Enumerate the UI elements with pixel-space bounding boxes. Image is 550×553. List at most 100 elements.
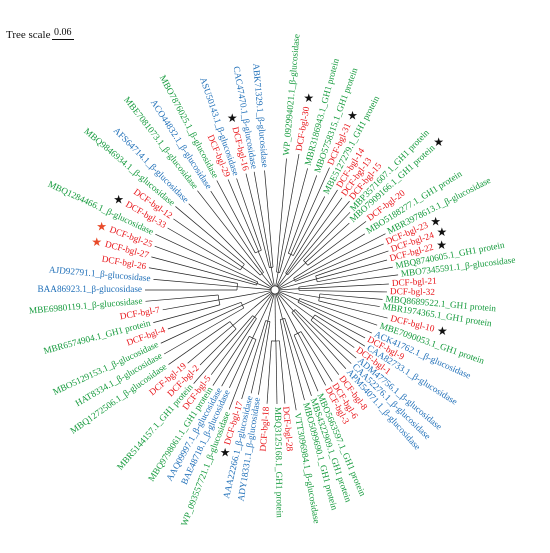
- leaf-stars: ★★★★★★★★★★★★: [91, 91, 447, 460]
- leaf-branch: [307, 221, 367, 266]
- leaf-branch: [168, 321, 231, 365]
- clade-spoke: [278, 292, 314, 318]
- star-red-icon: ★: [91, 235, 102, 249]
- leaf-branch: [193, 315, 253, 384]
- leaf-branch: [241, 320, 266, 400]
- leaf-branch: [293, 334, 319, 392]
- clade-spoke: [218, 290, 272, 301]
- star-black-icon: ★: [436, 238, 447, 252]
- star-black-icon: ★: [433, 135, 444, 149]
- leaf-branch: [314, 314, 366, 347]
- leaf-label: DCF-bgl-28: [281, 406, 295, 452]
- leaf-branch: [188, 203, 261, 276]
- leaf-branch: [212, 318, 257, 386]
- star-black-icon: ★: [220, 446, 231, 460]
- clade-spoke: [277, 273, 288, 287]
- leaf-branch: [199, 328, 237, 366]
- leaf-branch: [227, 179, 259, 252]
- leaf-labels: WP_092994021.1_β-glucosidaseDCF-bgl-30MB…: [29, 34, 516, 528]
- leaf-branch: [187, 325, 234, 364]
- leaf-branch: [155, 233, 258, 283]
- star-black-icon: ★: [303, 91, 314, 105]
- leaf-branch: [229, 337, 253, 389]
- leaf-branch: [293, 196, 326, 256]
- leaf-branch: [293, 233, 366, 279]
- leaf-branch: [154, 245, 258, 284]
- leaf-label: BAA86923.1_β-glucosidase: [38, 284, 142, 294]
- leaf-branch: [245, 173, 270, 268]
- leaf-branch: [299, 298, 378, 326]
- clade-spoke: [252, 293, 274, 339]
- leaf-branch: [294, 233, 386, 281]
- clade-spoke: [270, 267, 275, 287]
- leaf-label: DCF-bgl-21: [392, 276, 438, 288]
- leaf-branch: [258, 321, 271, 395]
- leaf-branch: [316, 259, 388, 280]
- leaf-branch: [300, 331, 333, 382]
- clade-spoke: [267, 293, 275, 322]
- leaf-label: MBQ3125168.1_GH1 protein: [273, 407, 285, 518]
- leaf-branch: [163, 307, 244, 355]
- root-arc: [270, 285, 280, 295]
- leaf-branch: [197, 190, 263, 274]
- clade-spoke: [276, 293, 298, 334]
- leaf-branch: [310, 319, 357, 359]
- leaf-label: DCF-bgl-32: [390, 286, 435, 297]
- leaf-branch: [279, 319, 297, 411]
- leaf-branch: [317, 266, 393, 283]
- clade-spoke: [254, 292, 273, 318]
- clade-spoke: [277, 262, 306, 288]
- leaf-branch: [284, 318, 312, 397]
- leaf-branch: [295, 243, 384, 282]
- tree-scale-value: 0.06: [54, 27, 72, 38]
- leaf-branch: [298, 290, 387, 293]
- clade-spoke: [275, 272, 279, 287]
- leaf-branch: [266, 340, 272, 404]
- tree-branches: [145, 154, 399, 411]
- leaf-branch: [297, 333, 327, 386]
- leaf-branch: [210, 190, 264, 273]
- leaf-branch: [318, 300, 388, 319]
- leaf-branch: [145, 294, 219, 302]
- clade-spoke: [278, 288, 299, 291]
- leaf-branch: [216, 180, 256, 254]
- leaf-branch: [236, 178, 262, 251]
- leaf-branch: [291, 312, 340, 375]
- star-black-icon: ★: [347, 108, 358, 122]
- leaf-branch: [167, 301, 242, 330]
- tree-scale-bar: [52, 39, 74, 40]
- star-black-icon: ★: [437, 324, 448, 338]
- star-black-icon: ★: [430, 214, 441, 228]
- clade-spoke: [257, 251, 274, 287]
- leaf-branch: [275, 340, 278, 404]
- leaf-branch: [298, 274, 399, 288]
- leaf-branch: [228, 339, 257, 410]
- clade-spoke: [237, 286, 272, 291]
- leaf-branch: [221, 336, 250, 387]
- clade-spoke: [242, 266, 272, 288]
- clade-spoke: [278, 291, 299, 301]
- clade-spoke: [278, 279, 295, 289]
- clade-spoke: [275, 293, 283, 320]
- leaf-label: DCF-bgl-18: [258, 406, 271, 452]
- leaf-branch: [279, 168, 308, 273]
- clade-spoke: [257, 283, 272, 289]
- leaf-branch: [303, 212, 351, 261]
- clade-spoke: [276, 254, 292, 287]
- leaf-branch: [167, 227, 241, 271]
- leaf-branch: [279, 340, 286, 404]
- leaf-branch: [160, 304, 243, 344]
- leaf-branch: [153, 279, 238, 288]
- leaf-branch: [282, 318, 305, 401]
- clade-spoke: [242, 291, 272, 306]
- leaf-branch: [285, 189, 338, 274]
- clade-spoke: [278, 290, 320, 298]
- star-black-icon: ★: [113, 192, 124, 206]
- leaf-branch: [297, 301, 366, 339]
- leaf-branch: [315, 250, 389, 277]
- leaf-branch: [151, 256, 257, 286]
- leaf-branch: [290, 167, 330, 255]
- clade-spoke: [261, 273, 273, 288]
- leaf-branch: [312, 317, 355, 348]
- leaf-branch: [294, 309, 352, 364]
